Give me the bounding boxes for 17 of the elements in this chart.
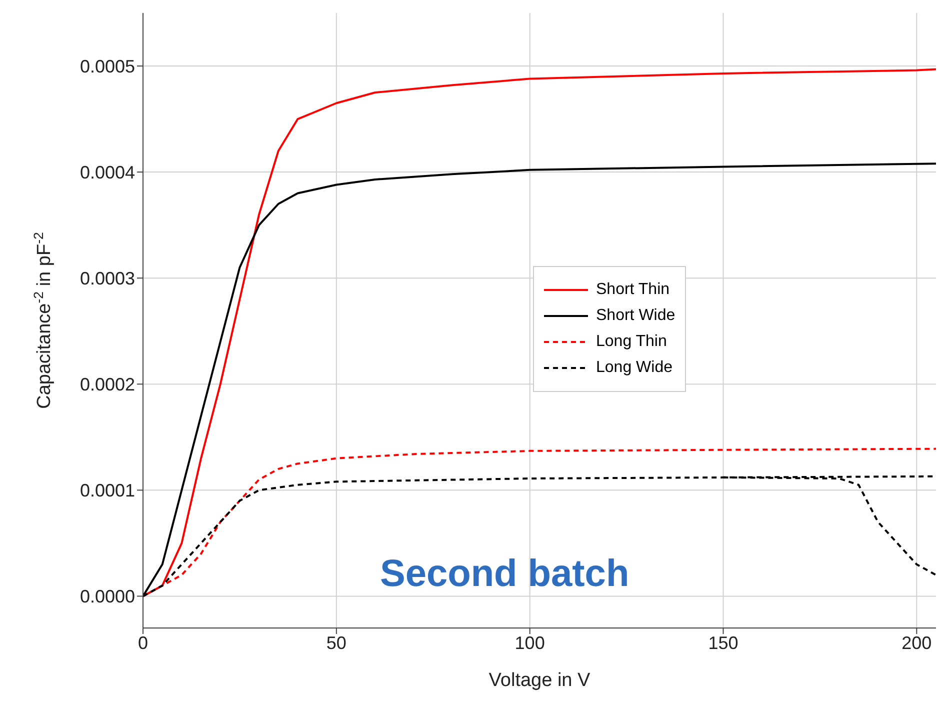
annotation: Second batch bbox=[380, 553, 630, 596]
legend-label: Long Thin bbox=[596, 333, 667, 351]
y-tick-label: 0.0005 bbox=[80, 56, 135, 76]
y-tick-label: 0.0000 bbox=[80, 586, 135, 607]
y-tick-label: 0.0002 bbox=[80, 374, 135, 395]
x-tick-label: 50 bbox=[326, 632, 346, 653]
x-tick-label: 200 bbox=[902, 632, 932, 653]
x-axis-title: Voltage in V bbox=[488, 670, 591, 691]
x-tick-label: 150 bbox=[708, 632, 738, 653]
x-tick-label: 0 bbox=[138, 632, 148, 653]
y-tick-label: 0.0003 bbox=[80, 268, 135, 288]
legend-label: Short Thin bbox=[596, 281, 670, 299]
x-tick-label: 100 bbox=[514, 632, 545, 653]
y-tick-label: 0.0001 bbox=[80, 480, 135, 501]
legend-label: Short Wide bbox=[596, 307, 676, 325]
y-tick-label: 0.0004 bbox=[80, 162, 135, 182]
legend-label: Long Wide bbox=[596, 359, 672, 377]
